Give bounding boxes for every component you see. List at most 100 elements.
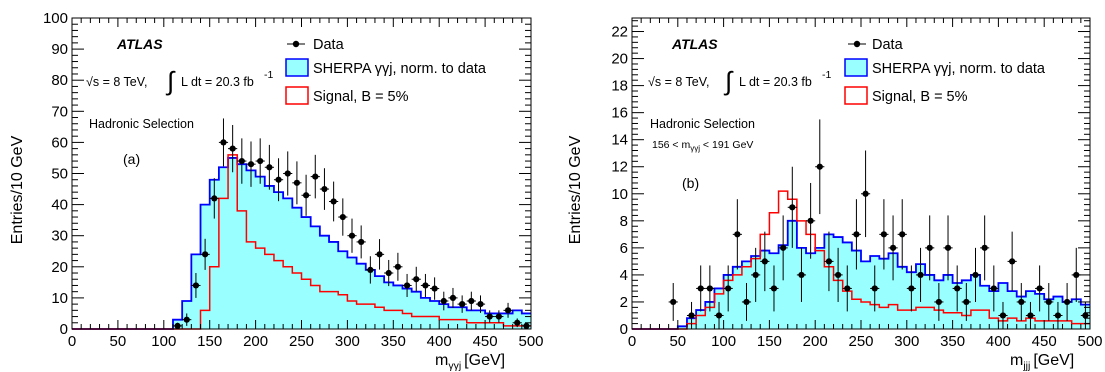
sherpa-line-b bbox=[632, 219, 1090, 330]
x-tick-label: 50 bbox=[669, 333, 686, 350]
x-tick-label: 200 bbox=[803, 333, 828, 350]
y-tick-label: 30 bbox=[51, 228, 68, 245]
data-point bbox=[705, 265, 715, 312]
y-axis-label-a: Entries/10 GeV bbox=[9, 135, 26, 244]
data-point bbox=[934, 283, 944, 321]
data-point bbox=[842, 265, 852, 312]
data-point bbox=[365, 256, 375, 284]
x-tick-label: 50 bbox=[110, 333, 127, 350]
data-point bbox=[833, 247, 843, 302]
data-point bbox=[273, 158, 284, 202]
x-tick-label: 350 bbox=[940, 333, 965, 350]
data-point bbox=[888, 215, 898, 281]
energy-label-b: √s = 8 TeV, bbox=[648, 75, 709, 89]
data-point bbox=[228, 124, 238, 173]
data-point bbox=[806, 182, 816, 259]
integral-symbol-b: ∫ bbox=[723, 66, 734, 96]
data-point bbox=[301, 174, 311, 216]
data-point bbox=[374, 239, 385, 270]
y-tick-label: 10 bbox=[611, 186, 628, 203]
data-point bbox=[457, 295, 467, 313]
legend-a: Data SHERPA γγj, norm. to data Signal, B… bbox=[285, 37, 487, 105]
x-tick-label: 350 bbox=[381, 333, 406, 350]
data-point bbox=[200, 238, 210, 270]
legend-data-label-a: Data bbox=[313, 37, 345, 53]
data-point bbox=[723, 265, 733, 312]
data-point bbox=[686, 301, 697, 329]
data-point bbox=[796, 247, 807, 302]
x-tick-label: 500 bbox=[518, 333, 543, 350]
data-point bbox=[384, 259, 394, 287]
data-point bbox=[915, 247, 926, 302]
y-tick-label: 50 bbox=[51, 166, 68, 183]
legend-signal-swatch-a bbox=[285, 86, 309, 105]
y-tick-label: 60 bbox=[51, 134, 68, 151]
y-tick-label: 0 bbox=[620, 321, 628, 338]
data-point bbox=[741, 283, 752, 321]
data-point bbox=[347, 218, 357, 253]
data-point bbox=[906, 265, 916, 312]
signal-line-b bbox=[632, 190, 1090, 330]
data-point bbox=[448, 287, 458, 308]
data-point bbox=[512, 318, 522, 328]
x-tick-label: 0 bbox=[628, 333, 636, 350]
y-tick-label: 0 bbox=[60, 321, 68, 338]
data-point bbox=[209, 178, 219, 219]
sherpa-fill-a bbox=[72, 157, 531, 329]
y-tick-label: 16 bbox=[611, 105, 628, 122]
x-tick-label: 100 bbox=[151, 333, 176, 350]
data-point bbox=[182, 313, 192, 326]
data-point bbox=[191, 273, 201, 298]
x-tick-label: 400 bbox=[986, 333, 1011, 350]
data-point bbox=[475, 295, 486, 313]
atlas-label-a: ATLAS bbox=[116, 36, 163, 52]
x-tick-label: 200 bbox=[243, 333, 268, 350]
data-point bbox=[943, 215, 953, 281]
data-point bbox=[1025, 301, 1036, 329]
lumi-sup-b: -1 bbox=[822, 69, 831, 81]
lumi-label-b: L dt = 20.3 fb bbox=[739, 75, 812, 89]
y-tick-label: 12 bbox=[611, 159, 628, 176]
energy-label-a: √s = 8 TeV, bbox=[86, 75, 147, 89]
data-point bbox=[310, 154, 320, 199]
data-point bbox=[980, 215, 990, 281]
legend-data-label-b: Data bbox=[872, 37, 904, 53]
data-point bbox=[668, 283, 678, 321]
data-point bbox=[815, 119, 825, 215]
data-point bbox=[218, 118, 229, 167]
panel-a: Entries/10 GeV 0 50 100 150 200 250 300 350 400 4… bbox=[9, 10, 544, 372]
data-point bbox=[319, 168, 330, 210]
data-point bbox=[970, 247, 981, 302]
data-point bbox=[292, 161, 302, 205]
data-point bbox=[961, 283, 971, 321]
data-point bbox=[402, 273, 412, 297]
x-axis-label-b: mjjj [GeV] bbox=[1010, 352, 1074, 372]
data-point bbox=[283, 151, 293, 196]
data-point bbox=[989, 265, 999, 312]
y-tick-label: 18 bbox=[611, 78, 628, 95]
data-point bbox=[952, 265, 962, 312]
data-point bbox=[494, 310, 504, 323]
y-tick-label: 10 bbox=[51, 290, 68, 307]
data-point bbox=[439, 291, 449, 311]
data-point bbox=[411, 266, 421, 292]
panel-b: Entries/10 GeV 0 50 100 150 200 250 300 350 400 4… bbox=[567, 17, 1103, 372]
y-axis-label-b: Entries/10 GeV bbox=[567, 135, 584, 244]
selection-cut-b: 156 < mγγj < 191 GeV bbox=[652, 139, 753, 153]
y-tick-label: 2 bbox=[620, 294, 628, 311]
data-point bbox=[714, 301, 724, 329]
data-point bbox=[1007, 231, 1017, 292]
sherpa-line-a bbox=[72, 157, 531, 330]
x-tick-label: 150 bbox=[197, 333, 222, 350]
x-tick-label: 450 bbox=[1032, 333, 1057, 350]
legend-sherpa-swatch-a bbox=[285, 58, 309, 77]
y-tick-label: 22 bbox=[611, 24, 628, 41]
x-axis-label-a: mγγj [GeV] bbox=[435, 352, 505, 372]
data-point bbox=[1035, 265, 1045, 312]
atlas-label-b: ATLAS bbox=[671, 36, 718, 52]
data-point bbox=[851, 199, 861, 270]
data-point bbox=[264, 144, 274, 190]
data-point bbox=[393, 252, 403, 281]
data-point bbox=[897, 199, 907, 270]
